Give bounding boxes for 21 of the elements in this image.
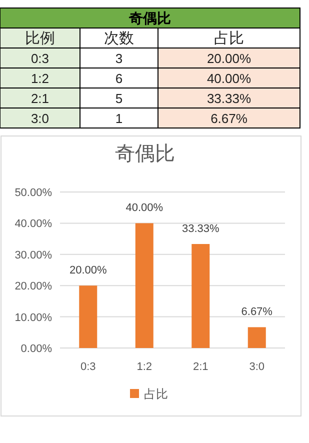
text: 33.33% [182,223,220,236]
y-tick-label: 30.00% [14,249,52,262]
x-tick-label: 1:2 [136,361,152,373]
text: 20.00% [69,264,107,277]
x-tick-label: 2:1 [192,361,208,373]
text: 40.00% [126,202,164,214]
bar [248,327,266,348]
x-tick-label: 0:3 [80,361,96,373]
table: 奇偶比 比例 次数 占比 0:3 3 20.00% 1:2 6 40.00% 2:1 5 33.33% 3:0 1 6.67% [0,8,300,128]
x-tick-label: 3:0 [249,361,265,373]
bar [79,286,98,348]
chart-title: 奇偶比 [115,143,175,165]
bar [192,244,210,348]
bar [135,223,154,348]
y-tick-label: 40.00% [14,218,52,230]
y-tick-label: 0.00% [20,343,52,355]
y-tick-label: 20.00% [14,280,52,293]
y-tick-label: 10.00% [14,312,52,324]
y-tick-label: 50.00% [14,187,52,199]
text: 6.67% [241,306,272,318]
legend-label: 占比 [144,387,168,401]
